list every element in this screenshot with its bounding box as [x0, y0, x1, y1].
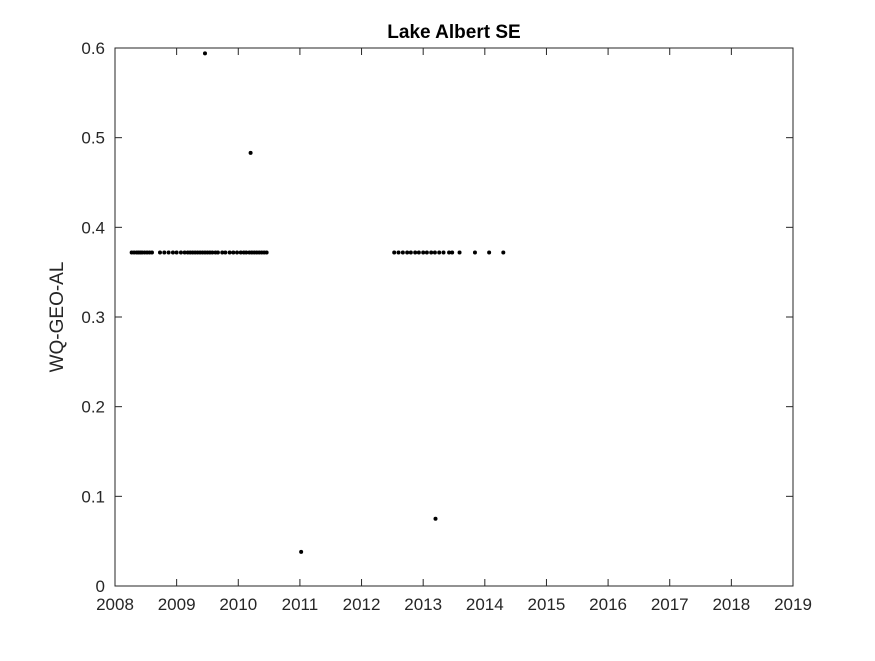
data-point: [400, 250, 405, 255]
data-point: [416, 250, 421, 255]
data-point: [162, 250, 167, 255]
data-point: [170, 250, 175, 255]
x-tick-label: 2008: [96, 595, 134, 614]
x-axis-ticks: 2008 2009 2010 2011 2012 2013 2014 2015 2016 2017…: [96, 48, 812, 614]
data-point: [441, 250, 446, 255]
data-point: [457, 250, 462, 255]
data-point: [235, 250, 240, 255]
data-point: [202, 51, 207, 56]
y-tick-label: 0.5: [81, 129, 105, 148]
data-point: [392, 250, 397, 255]
data-point: [149, 250, 154, 255]
x-tick-label: 2013: [404, 595, 442, 614]
x-tick-label: 2015: [528, 595, 566, 614]
data-point: [396, 250, 401, 255]
chart-title: Lake Albert SE: [387, 22, 520, 43]
data-point: [424, 250, 429, 255]
data-point: [182, 250, 187, 255]
x-tick-label: 2011: [282, 595, 319, 614]
x-tick-label: 2016: [589, 595, 627, 614]
data-point: [244, 250, 249, 255]
data-point: [501, 250, 506, 255]
y-axis-label: WQ-GEO-AL: [47, 262, 68, 373]
y-axis-ticks: 0 0.1 0.2 0.3 0.4 0.5 0.6: [81, 39, 793, 596]
x-tick-label: 2010: [219, 595, 257, 614]
data-point: [447, 250, 452, 255]
data-point: [248, 150, 253, 155]
x-tick-label: 2009: [158, 595, 196, 614]
y-tick-label: 0.1: [81, 487, 105, 506]
data-point: [437, 250, 442, 255]
data-point: [174, 250, 179, 255]
data-point: [421, 250, 426, 255]
data-point: [178, 250, 183, 255]
data-point: [227, 250, 232, 255]
x-tick-label: 2017: [651, 595, 689, 614]
data-point: [264, 250, 269, 255]
data-point: [238, 250, 243, 255]
data-point: [210, 250, 215, 255]
y-tick-label: 0.4: [81, 218, 105, 237]
data-point: [413, 250, 418, 255]
data-point: [408, 250, 413, 255]
data-point: [472, 250, 477, 255]
data-point: [433, 516, 438, 521]
data-point: [432, 250, 437, 255]
x-tick-label: 2012: [343, 595, 381, 614]
data-point: [215, 250, 220, 255]
data-point: [450, 250, 455, 255]
y-tick-label: 0.6: [81, 39, 105, 58]
data-point: [157, 250, 162, 255]
data-point: [405, 250, 410, 255]
data-points: [129, 51, 506, 554]
y-tick-label: 0.2: [81, 398, 105, 417]
data-point: [166, 250, 171, 255]
data-point: [223, 250, 228, 255]
x-tick-label: 2018: [712, 595, 750, 614]
axes-box: [114, 47, 794, 587]
y-tick-label: 0: [96, 577, 105, 596]
x-tick-label: 2019: [774, 595, 812, 614]
data-point: [299, 549, 304, 554]
y-tick-label: 0.3: [81, 308, 105, 327]
data-point: [487, 250, 492, 255]
data-point: [220, 250, 225, 255]
x-tick-label: 2014: [466, 595, 504, 614]
data-point: [231, 250, 236, 255]
data-point: [429, 250, 434, 255]
